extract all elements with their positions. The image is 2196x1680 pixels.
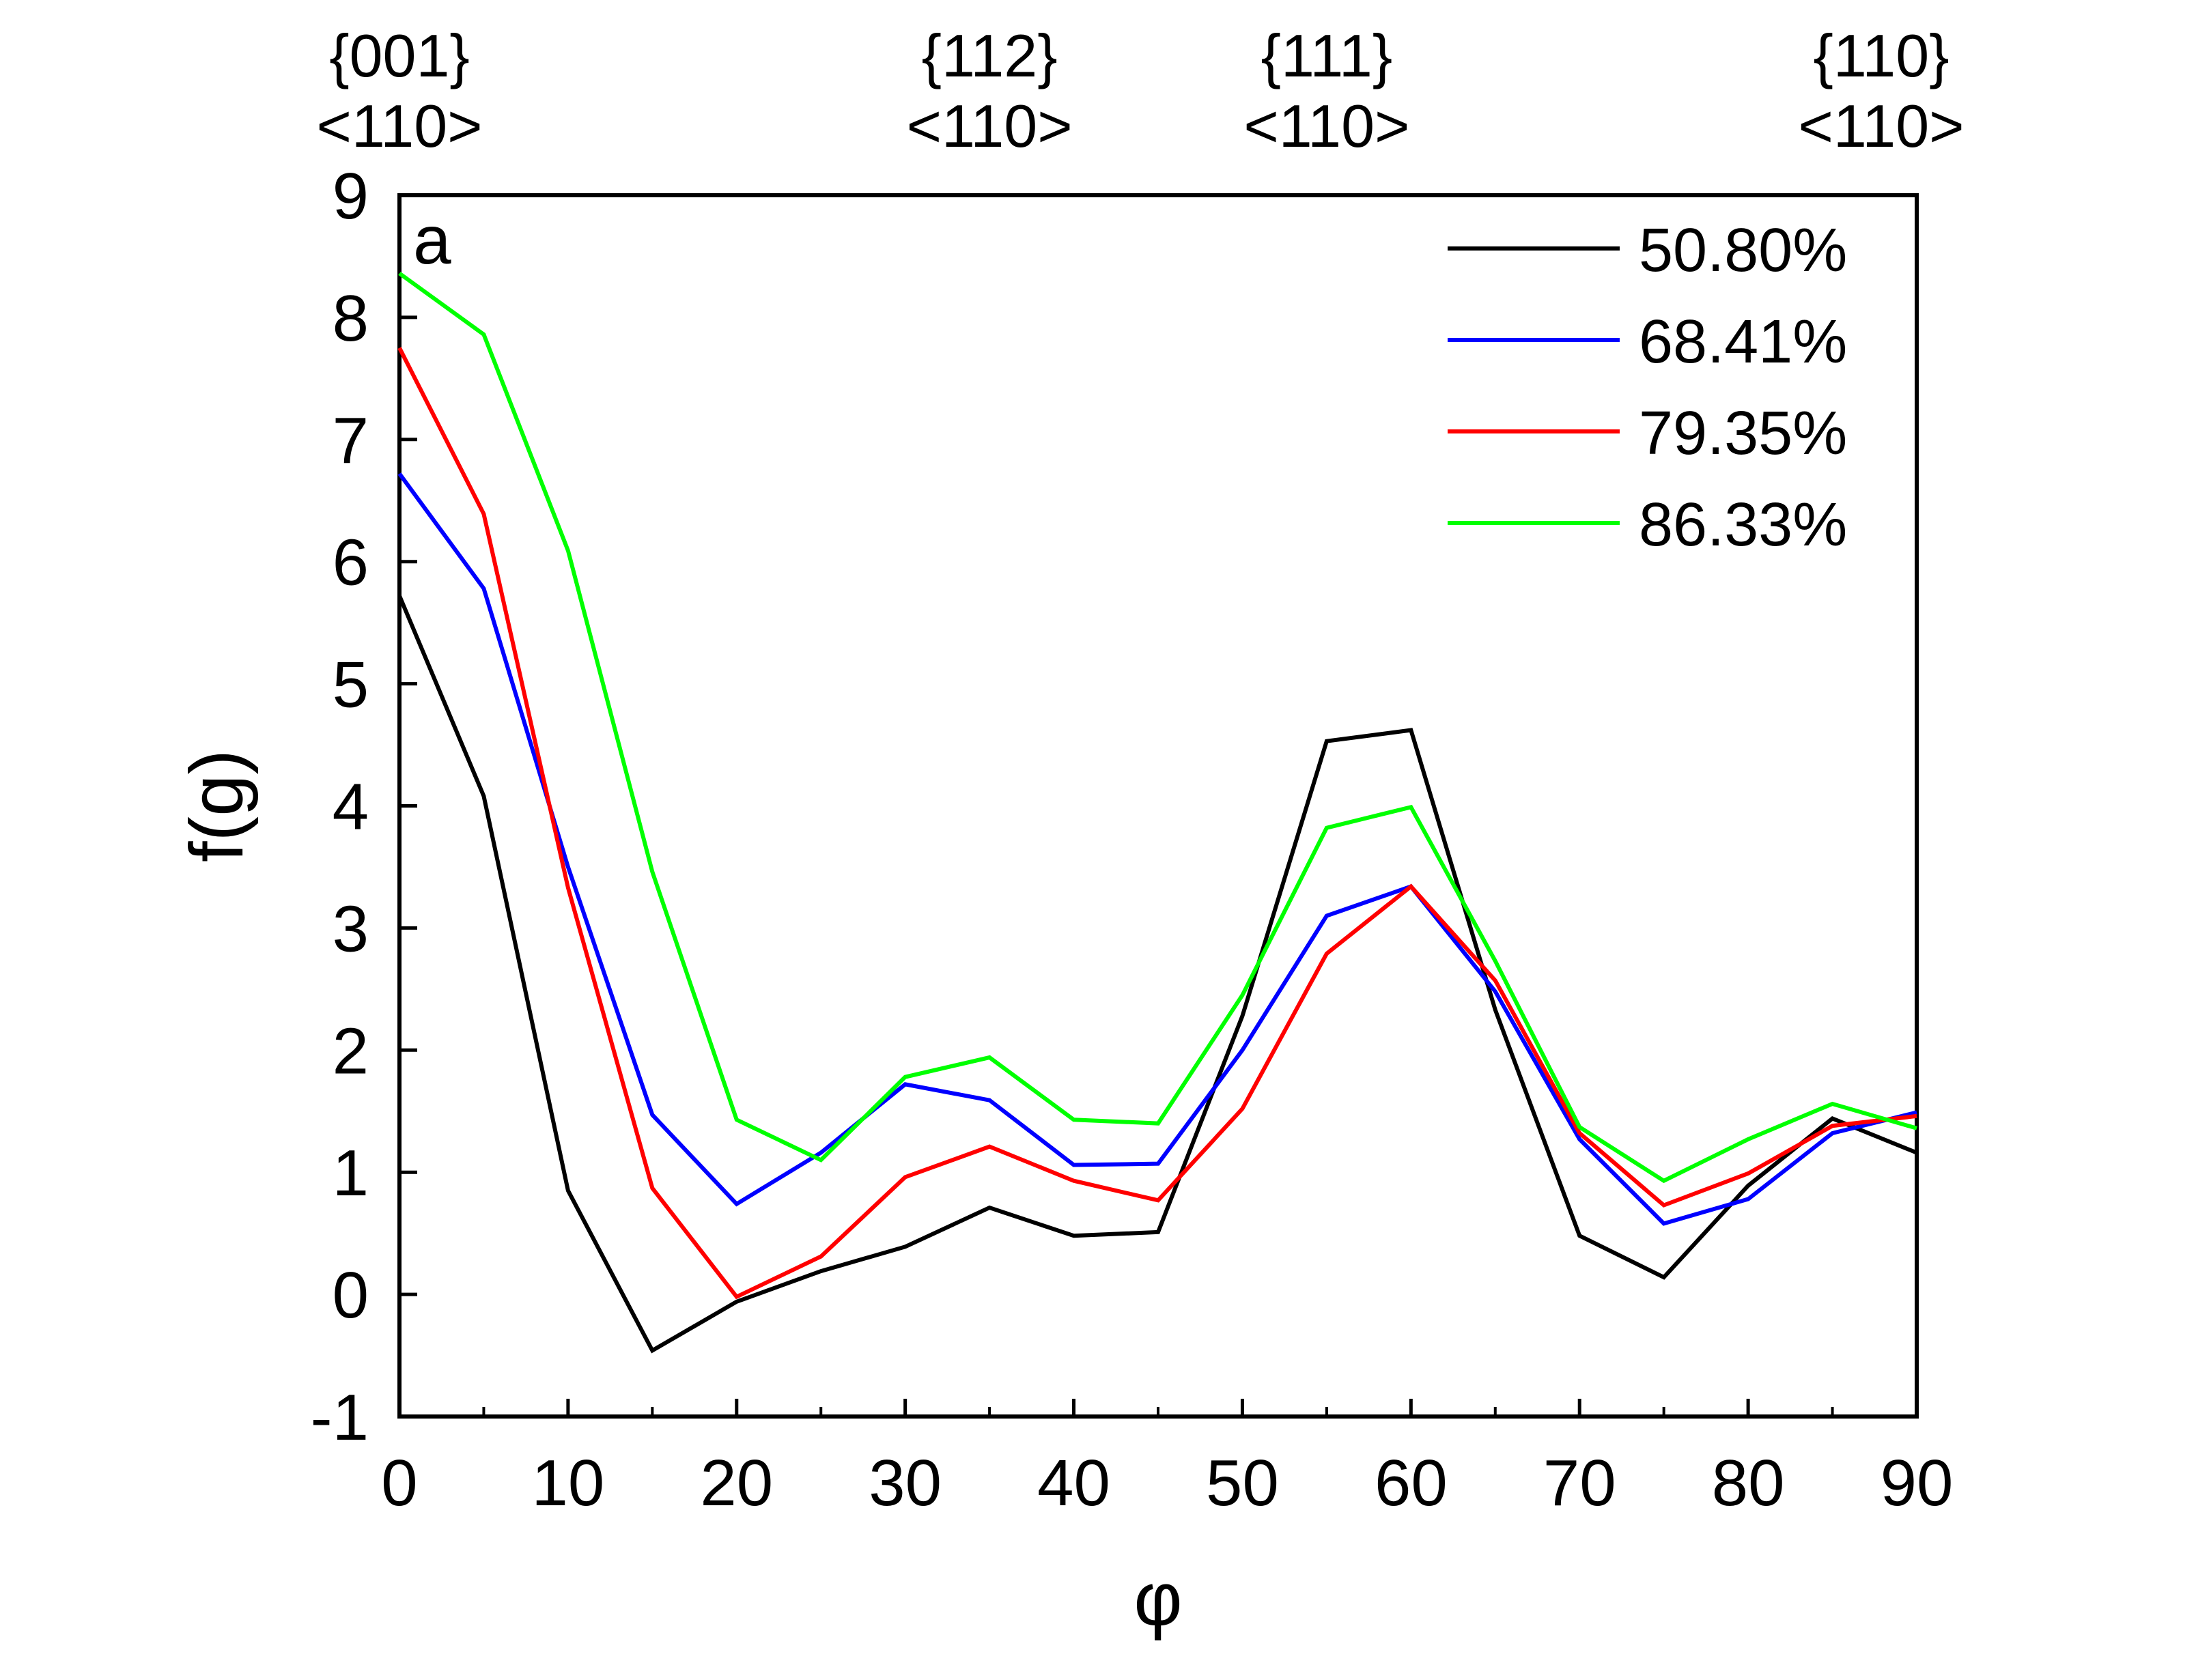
orientation-label-direction: <110> [316, 92, 482, 160]
y-axis-title: f(g) [175, 750, 259, 862]
y-tick-label: 6 [333, 526, 369, 599]
series-line-3 [397, 347, 1917, 1300]
legend-label: 79.35% [1639, 399, 1847, 468]
panel-label: a [413, 202, 451, 279]
y-tick-label: 2 [333, 1014, 369, 1087]
x-tick-label: 80 [1712, 1447, 1785, 1520]
y-tick-label: -1 [311, 1381, 369, 1454]
series-layer [397, 272, 1918, 1354]
x-tick-label: 40 [1037, 1447, 1110, 1520]
orientation-label-plane: {111} [1261, 22, 1393, 89]
orientation-label-plane: {001} [329, 22, 470, 89]
x-tick-label: 70 [1543, 1447, 1616, 1520]
y-axis: -1 0 1 2 3 4 5 6 7 8 9 [311, 160, 417, 1454]
series-line-4 [398, 272, 1917, 1184]
x-tick-label: 50 [1206, 1447, 1279, 1520]
orientation-label-plane: {112} [922, 22, 1058, 89]
series-line-2 [397, 472, 1917, 1226]
x-tick-label: 0 [381, 1447, 417, 1520]
orientation-labels: {001}<110>{112}<110>{111}<110>{110}<110> [316, 22, 1964, 160]
x-axis-title: φ [1134, 1557, 1182, 1641]
y-tick-label: 9 [333, 160, 369, 233]
orientation-label-direction: <110> [1798, 92, 1964, 160]
x-tick-label: 90 [1881, 1447, 1954, 1520]
y-tick-label: 8 [333, 282, 369, 355]
legend-label: 86.33% [1639, 491, 1847, 559]
y-tick-label: 3 [333, 892, 369, 965]
y-tick-label: 7 [333, 404, 369, 477]
x-tick-label: 30 [869, 1447, 942, 1520]
x-axis: 0 10 20 30 40 50 60 70 80 90 [381, 1399, 1953, 1520]
y-tick-label: 0 [333, 1259, 369, 1332]
x-tick-label: 10 [531, 1447, 604, 1520]
series-line-1 [397, 595, 1918, 1354]
legend-label: 50.80% [1639, 216, 1847, 285]
y-tick-label: 4 [333, 771, 369, 844]
orientation-label-direction: <110> [1243, 92, 1409, 160]
orientation-label-plane: {110} [1813, 22, 1949, 89]
y-tick-label: 1 [333, 1137, 369, 1210]
x-tick-label: 20 [700, 1447, 773, 1520]
x-tick-label: 60 [1375, 1447, 1448, 1520]
plot-area [397, 193, 1919, 1419]
legend-label: 68.41% [1639, 308, 1847, 376]
orientation-label-direction: <110> [907, 92, 1073, 160]
legend: 50.80% 68.41% 79.35% 86.33% [1448, 216, 1847, 559]
y-tick-label: 5 [333, 649, 369, 722]
